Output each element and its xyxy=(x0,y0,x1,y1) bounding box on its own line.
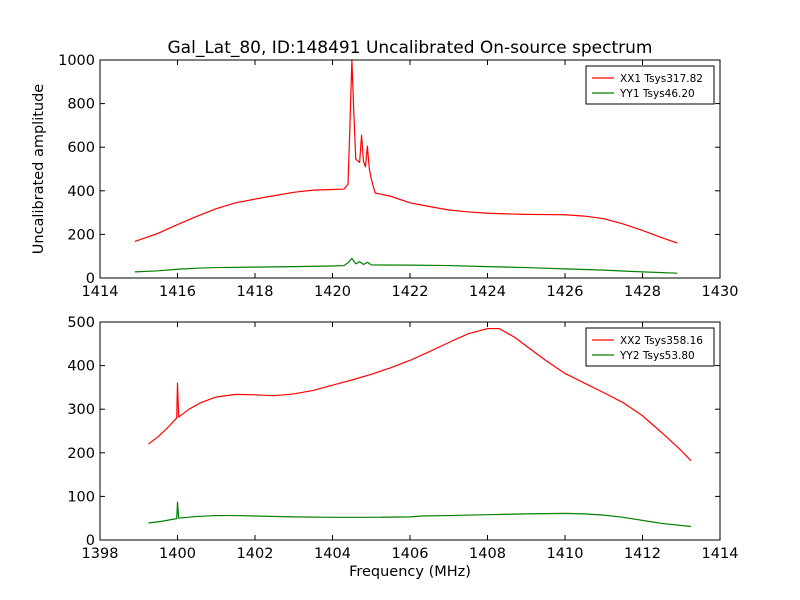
bottom-legend-label: XX2 Tsys358.16 xyxy=(620,335,703,347)
bottom-x-tick-label: 1400 xyxy=(159,546,196,562)
bottom-x-tick-label: 1406 xyxy=(392,546,429,562)
x-axis-label: Frequency (MHz) xyxy=(349,564,471,580)
bottom-x-tick-label: 1404 xyxy=(314,546,351,562)
y-axis-label: Uncalibrated amplitude xyxy=(31,84,47,255)
bottom-y-tick-label: 0 xyxy=(86,533,95,549)
top-x-tick-label: 1414 xyxy=(82,284,119,300)
bottom-x-tick-label: 1412 xyxy=(624,546,661,562)
bottom-y-tick-label: 400 xyxy=(67,359,95,375)
top-x-tick-label: 1422 xyxy=(392,284,429,300)
bottom-y-tick-label: 500 xyxy=(67,315,95,331)
top-y-tick-label: 600 xyxy=(67,140,95,156)
top-x-tick-label: 1424 xyxy=(469,284,506,300)
bottom-panel: 1398 1400 1402 1404 1406 1408 1410 1412 1414 0 100… xyxy=(67,315,738,562)
bottom-y-tick-label: 100 xyxy=(67,489,95,505)
top-x-tick-label: 1418 xyxy=(237,284,274,300)
top-y-tick-label: 400 xyxy=(67,184,95,200)
bottom-y-tick-label: 200 xyxy=(67,446,95,462)
chart-title: Gal_Lat_80, ID:148491 Uncalibrated On-so… xyxy=(168,38,653,58)
top-legend: XX1 Tsys317.82 YY1 Tsys46.20 xyxy=(585,65,715,105)
bottom-y-tick-label: 300 xyxy=(67,402,95,418)
bottom-legend-box xyxy=(585,327,715,367)
top-legend-label: YY1 Tsys46.20 xyxy=(619,88,695,100)
top-legend-label: XX1 Tsys317.82 xyxy=(620,73,703,85)
top-y-tick-label: 1000 xyxy=(58,53,95,69)
bottom-x-tick-label: 1398 xyxy=(82,546,119,562)
bottom-legend: XX2 Tsys358.16 YY2 Tsys53.80 xyxy=(585,327,715,367)
top-panel: 1414 1416 1418 1420 1422 1424 1426 1428 1430 0 200… xyxy=(58,53,738,300)
bottom-series-line-1 xyxy=(148,501,692,528)
top-x-tick-label: 1416 xyxy=(159,284,196,300)
bottom-x-tick-label: 1414 xyxy=(702,546,739,562)
top-series-line-1 xyxy=(134,257,678,274)
bottom-x-tick-label: 1410 xyxy=(547,546,584,562)
top-x-tick-label: 1428 xyxy=(624,284,661,300)
top-y-tick-label: 800 xyxy=(67,97,95,113)
top-y-tick-label: 200 xyxy=(67,227,95,243)
top-y-tick-label: 0 xyxy=(86,271,95,287)
bottom-legend-label: YY2 Tsys53.80 xyxy=(619,350,695,362)
top-x-tick-label: 1426 xyxy=(547,284,584,300)
top-x-tick-label: 1420 xyxy=(314,284,351,300)
top-x-tick-label: 1430 xyxy=(702,284,739,300)
top-legend-box xyxy=(585,65,715,105)
bottom-x-tick-label: 1402 xyxy=(237,546,274,562)
top-series-line-0 xyxy=(134,59,678,244)
bottom-series-line-0 xyxy=(148,327,692,462)
bottom-x-tick-label: 1408 xyxy=(469,546,506,562)
